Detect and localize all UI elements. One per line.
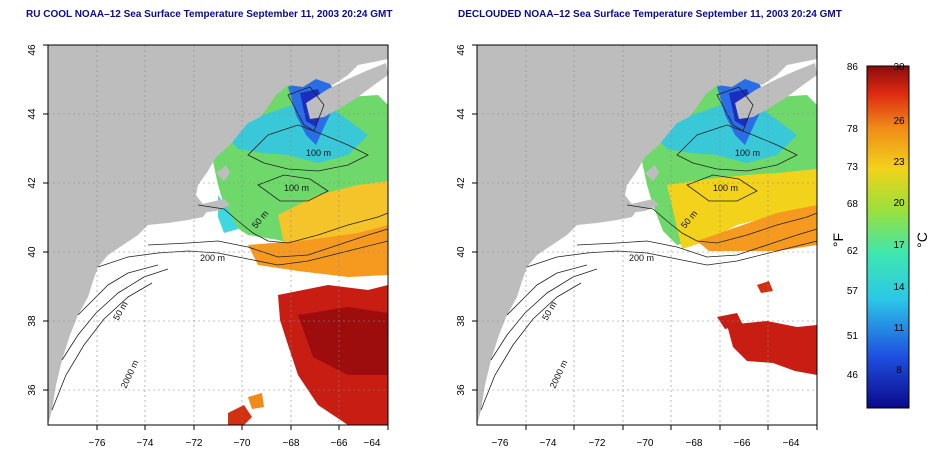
left-panel-title: RU COOL NOAA–12 Sea Surface Temperature … <box>26 9 393 20</box>
lat-tick-label: 40 <box>456 246 467 258</box>
lat-tick-label: 46 <box>456 44 467 56</box>
colorbar-scale <box>866 65 910 409</box>
c-tick: 26 <box>893 116 905 127</box>
lon-tick-label: −70 <box>637 438 654 449</box>
lat-tick-label: 36 <box>27 384 38 396</box>
lat-tick-label: 38 <box>27 315 38 327</box>
f-tick: 62 <box>847 246 859 257</box>
lat-tick-label: 36 <box>456 384 467 396</box>
contour-label: 100 m <box>306 148 331 158</box>
left-map-panel: 100 m 100 m 50 m 200 m 50 m 2000 m <box>47 44 389 426</box>
lat-tick-label: 42 <box>27 177 38 189</box>
right-axes: −76 −74 −72 −70 −68 −66 −64 36 38 40 42 … <box>456 44 818 449</box>
lon-tick-label: −64 <box>783 438 800 449</box>
lon-tick-label: −70 <box>234 438 251 449</box>
contour-label: 100 m <box>735 148 760 158</box>
lat-tick-label: 38 <box>456 315 467 327</box>
temperature-colorbar: 86 78 73 68 62 57 51 46 30 26 23 20 17 1… <box>830 62 930 409</box>
c-tick: 23 <box>893 157 905 168</box>
left-sst-field <box>212 75 388 425</box>
c-tick: 20 <box>893 198 905 209</box>
lon-tick-label: −74 <box>540 438 557 449</box>
c-tick: 14 <box>893 282 905 293</box>
contour-label: 200 m <box>200 253 225 263</box>
lon-tick-label: −66 <box>331 438 348 449</box>
lon-tick-label: −66 <box>734 438 751 449</box>
f-tick: 73 <box>847 162 859 173</box>
c-tick: 30 <box>893 62 905 73</box>
lon-tick-label: −76 <box>492 438 509 449</box>
lat-tick-label: 44 <box>456 108 467 120</box>
right-bathymetry-contours <box>480 86 818 411</box>
lon-tick-label: −72 <box>186 438 203 449</box>
left-map-frame <box>47 44 389 426</box>
lat-tick-label: 44 <box>27 108 38 120</box>
c-tick: 8 <box>896 365 902 376</box>
lon-tick-label: −64 <box>364 438 381 449</box>
contour-label: 100 m <box>284 183 309 193</box>
right-map-panel: 100 m 100 m 50 m 200 m 50 m 2000 m <box>476 44 818 426</box>
f-tick: 46 <box>847 370 859 381</box>
left-axes: −76 −74 −72 −70 −68 −66 −64 36 38 40 42 … <box>27 44 389 449</box>
lon-tick-label: −74 <box>137 438 154 449</box>
c-tick: 17 <box>893 240 905 251</box>
f-tick: 51 <box>847 331 859 342</box>
left-graticule <box>48 45 388 425</box>
lon-tick-label: −72 <box>589 438 606 449</box>
c-tick: 11 <box>894 323 905 334</box>
lon-tick-label: −68 <box>686 438 703 449</box>
lon-tick-label: −68 <box>283 438 300 449</box>
right-graticule <box>477 45 817 425</box>
right-map-frame <box>476 44 818 426</box>
celsius-unit-label: °C <box>914 232 930 248</box>
lat-tick-label: 42 <box>456 177 467 189</box>
lat-tick-label: 40 <box>27 246 38 258</box>
f-tick: 78 <box>847 124 859 135</box>
contour-label: 100 m <box>713 183 738 193</box>
lon-tick-label: −76 <box>89 438 106 449</box>
right-panel-title: DECLOUDED NOAA–12 Sea Surface Temperatur… <box>458 9 842 20</box>
f-tick: 68 <box>847 199 859 210</box>
left-bathymetry-contours <box>51 86 389 411</box>
f-tick: 57 <box>847 286 859 297</box>
contour-label: 200 m <box>629 253 654 263</box>
fahrenheit-unit-label: °F <box>830 233 846 247</box>
lat-tick-label: 46 <box>27 44 38 56</box>
f-tick: 86 <box>847 62 859 73</box>
